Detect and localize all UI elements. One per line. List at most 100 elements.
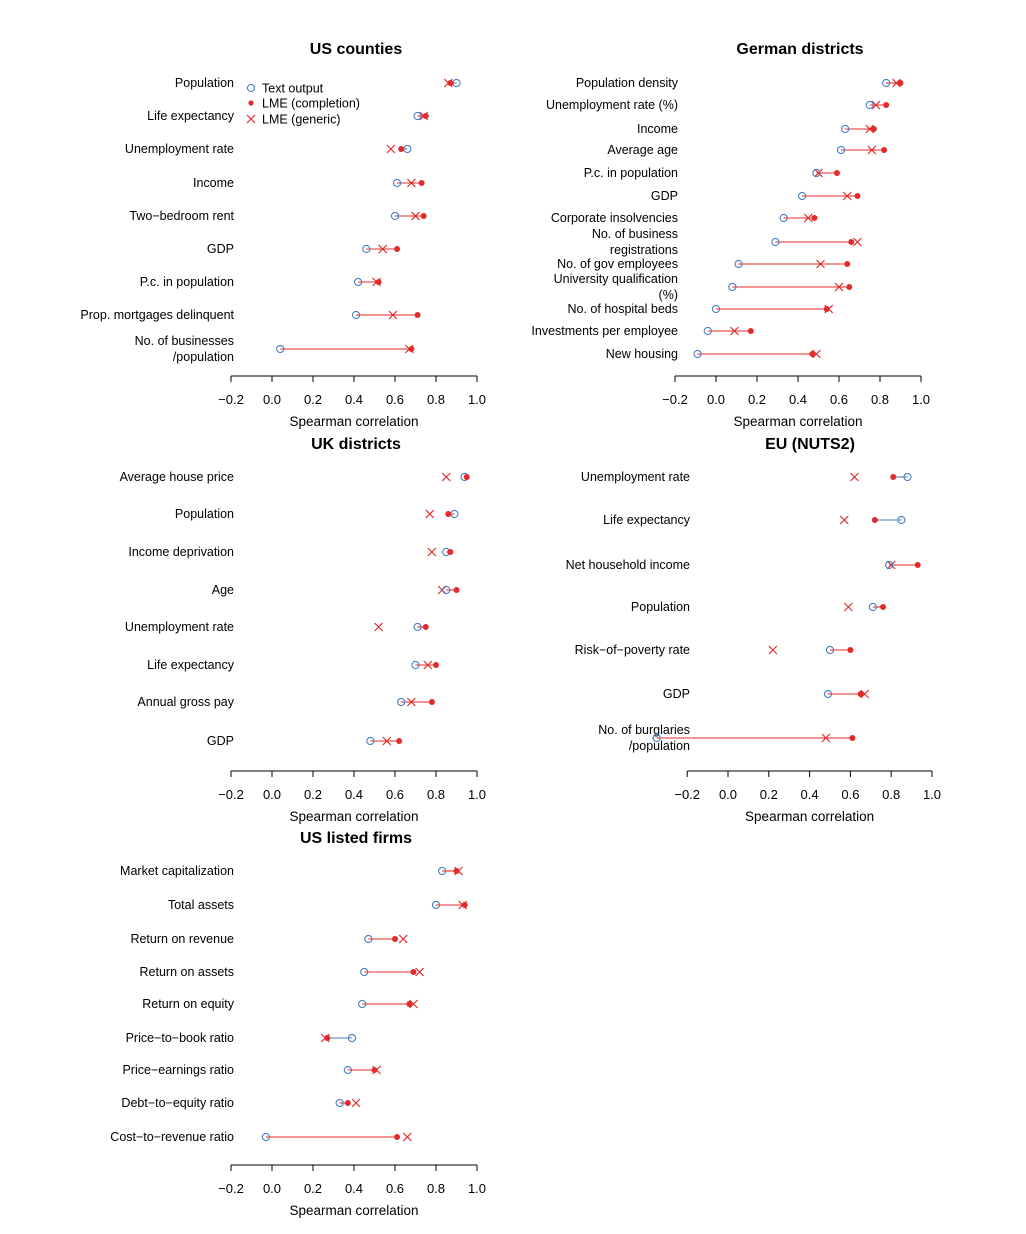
legend-cross-icon [246,114,256,124]
data-row: P.c. in population [584,166,840,180]
data-row: Income deprivation [128,545,454,559]
generic-point [814,168,823,178]
panel-4: US listed firms Market capitalization Tota… [110,830,486,1218]
text-output-point [652,733,661,743]
completion-point [422,113,429,119]
completion-point [447,549,454,555]
x-tick-label: 0.6 [386,392,404,407]
text-output-point [885,560,894,570]
generic-point [842,191,852,201]
x-tick-label: −0.2 [674,787,700,802]
generic-point [850,472,859,482]
generic-point [812,349,821,359]
data-row: GDP [207,242,401,256]
generic-point [427,547,437,557]
text-output-point [728,282,737,292]
text-output-point [362,244,371,254]
completion-point [811,215,818,221]
data-row: No. of business registrations [592,227,862,257]
text-output-point [351,310,361,320]
category-label: Prop. mortgages delinquent [80,308,234,322]
completion-point [847,647,854,653]
legend-entry: LME (generic) [246,113,341,127]
category-label: Population density [576,76,679,90]
category-label: Investments per employee [531,324,678,338]
generic-point [839,515,849,525]
text-output-point [396,697,406,707]
panel-title: US counties [310,41,403,58]
category-label: No. of gov employees [557,257,678,271]
x-axis-label: Spearman correlation [289,1203,418,1218]
completion-point [433,662,439,668]
completion-point [406,1001,413,1007]
generic-point [768,645,778,655]
text-output-point [353,277,363,287]
generic-point [441,472,451,482]
data-row: GDP [207,734,403,748]
data-row: GDP [663,687,870,701]
x-tick-label: 0.6 [841,787,859,802]
generic-point [821,733,831,743]
data-row: Debt−to−equity ratio [121,1096,361,1110]
generic-point [423,660,433,670]
x-tick-label: 1.0 [468,787,486,802]
completion-point [890,474,897,480]
data-row: Income [637,122,877,136]
category-label: /population [629,739,690,753]
category-label: Average age [607,143,678,157]
text-output-point [366,736,375,746]
category-label: /population [173,350,234,364]
legend-circle-icon [246,83,256,93]
category-label: No. of burglaries [598,723,690,737]
category-label: University qualification [554,272,678,286]
completion-point [854,193,861,199]
category-label: Life expectancy [147,658,235,672]
generic-point [865,124,875,134]
completion-point [447,80,454,86]
data-row: Annual gross pay [137,695,435,709]
text-output-point [711,304,721,314]
x-tick-label: 0.8 [427,392,445,407]
x-tick-label: 0.0 [707,392,725,407]
text-output-point [812,168,821,178]
generic-point [398,934,408,944]
generic-point [834,282,844,292]
completion-point [422,624,429,630]
completion-point [914,562,921,568]
data-row: P.c. in population [140,275,382,289]
panel-3: EU (NUTS2) Unemployment rate Life expectan… [566,436,941,824]
data-row: Unemployment rate (%) [546,98,890,112]
generic-point [382,736,392,746]
completion-point [396,738,403,744]
completion-point [394,1134,401,1140]
text-output-point [825,645,835,655]
generic-point [351,1098,361,1108]
completion-point [881,147,888,153]
category-label: Net household income [566,558,690,572]
x-tick-label: −0.2 [218,787,244,802]
x-tick-label: 1.0 [912,392,930,407]
category-label: Income deprivation [128,545,234,559]
completion-point [453,868,460,874]
completion-point [871,517,878,523]
text-output-point [442,585,451,595]
text-output-point [703,326,712,336]
completion-point [371,1067,378,1073]
text-output-point [392,178,402,188]
x-axis: −0.2 0.0 0.2 0.4 0.6 0.8 1.0 Spearman correlati… [662,375,930,429]
text-output-point [868,602,877,612]
x-tick-label: 0.2 [760,787,778,802]
completion-point [398,146,405,152]
completion-point [848,239,855,245]
x-tick-label: 0.6 [386,787,404,802]
data-row: Cost−to−revenue ratio [110,1130,412,1144]
completion-point [414,312,421,318]
data-row: Return on equity [142,997,418,1011]
completion-point [849,735,856,741]
x-tick-label: 0.8 [882,787,900,802]
generic-point [871,100,881,110]
category-label: GDP [207,242,234,256]
x-tick-label: 0.0 [719,787,737,802]
generic-point [411,211,420,221]
